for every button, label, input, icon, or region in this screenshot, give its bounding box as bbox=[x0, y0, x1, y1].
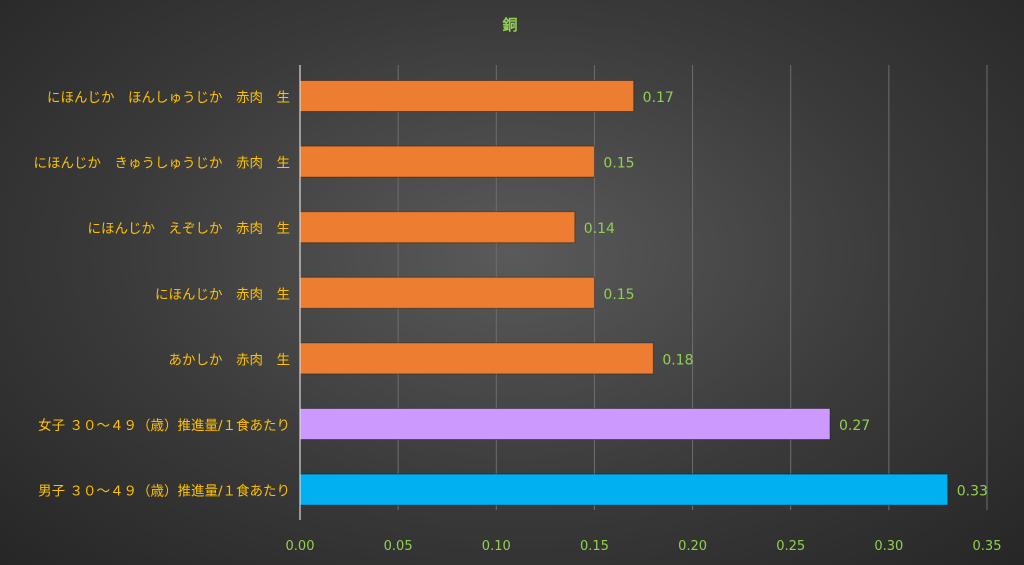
bars bbox=[299, 80, 949, 506]
category-label: にほんじか えぞしか 赤肉 生 bbox=[88, 221, 291, 237]
value-labels: 0.17 0.15 0.14 0.15 0.18 0.27 0.33 bbox=[584, 90, 988, 500]
category-label: にほんじか きゅうしゅうじか 赤肉 生 bbox=[34, 156, 291, 172]
category-label: にほんじか 赤肉 生 bbox=[155, 287, 290, 303]
x-tick-label: 0.05 bbox=[384, 539, 413, 554]
x-tick-label: 0.20 bbox=[678, 539, 707, 554]
bar bbox=[299, 80, 635, 112]
bar bbox=[299, 211, 576, 244]
x-tick-label: 0.35 bbox=[973, 539, 1002, 554]
x-tick-label: 0.15 bbox=[580, 539, 609, 554]
bar bbox=[299, 276, 595, 309]
data-label: 0.18 bbox=[662, 352, 693, 368]
bar bbox=[299, 408, 831, 440]
x-tick-label: 0.10 bbox=[482, 539, 511, 554]
category-label: にほんじか ほんしゅうじか 赤肉 生 bbox=[47, 90, 290, 106]
category-label: あかしか 赤肉 生 bbox=[169, 352, 291, 368]
category-label: 男子 ３０～４９（歳）推進量/１食あたり bbox=[38, 483, 290, 500]
data-label: 0.33 bbox=[957, 484, 988, 500]
chart-title: 銅 bbox=[502, 16, 517, 34]
bar bbox=[299, 342, 654, 375]
x-tick-label: 0.00 bbox=[286, 539, 315, 554]
data-label: 0.14 bbox=[584, 221, 615, 237]
bar bbox=[299, 145, 595, 178]
data-label: 0.15 bbox=[603, 287, 634, 303]
category-label: 女子 ３０～４９（歳）推進量/１食あたり bbox=[38, 417, 290, 434]
data-label: 0.27 bbox=[839, 418, 870, 434]
data-label: 0.17 bbox=[643, 90, 674, 106]
data-label: 0.15 bbox=[603, 156, 634, 172]
x-tick-label: 0.25 bbox=[776, 539, 805, 554]
bar bbox=[299, 473, 949, 506]
x-tick-labels: 0.00 0.05 0.10 0.15 0.20 0.25 0.30 0.35 bbox=[286, 539, 1002, 554]
x-tick-label: 0.30 bbox=[874, 539, 903, 554]
